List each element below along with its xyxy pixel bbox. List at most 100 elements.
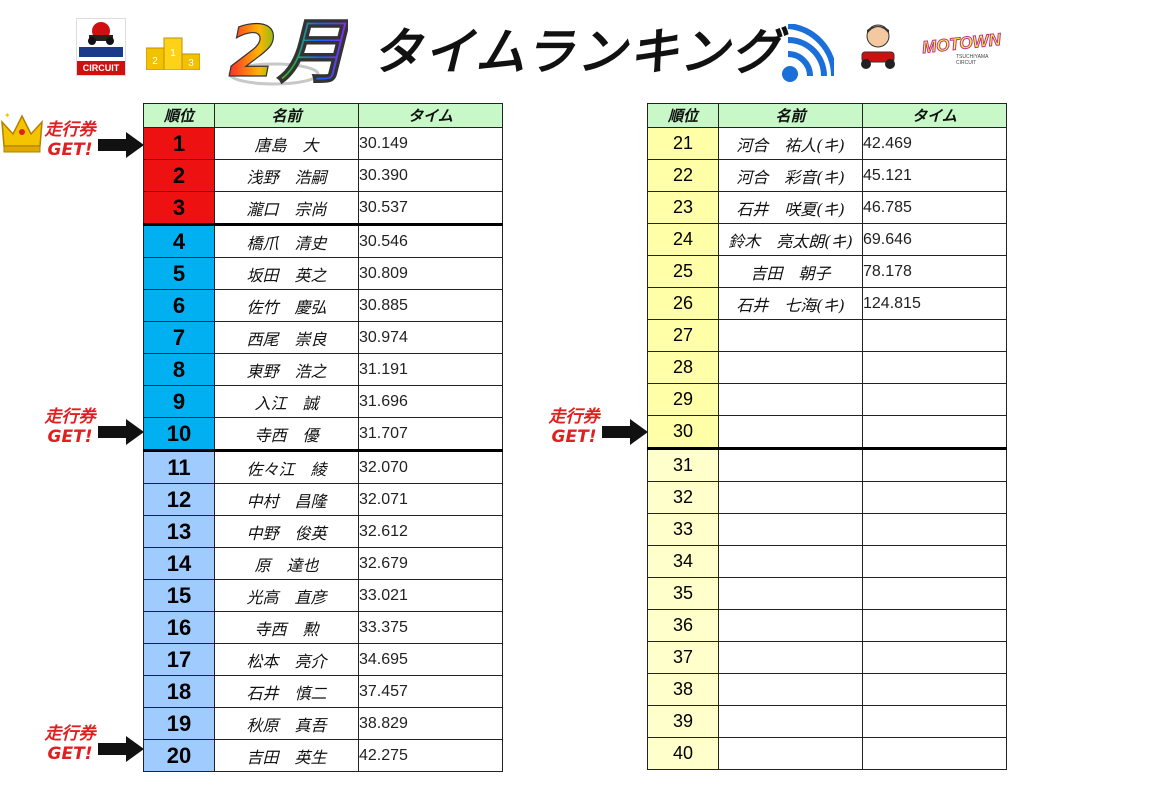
rank-cell: 9 — [143, 385, 215, 418]
name-cell — [718, 383, 863, 416]
name-cell: 佐々江 綾 — [214, 449, 359, 484]
name-cell — [718, 513, 863, 546]
rank-cell: 12 — [143, 483, 215, 516]
table-row: 2 浅野 浩嗣 30.390 — [143, 159, 503, 192]
driver-icon — [861, 24, 895, 69]
rank-cell: 20 — [143, 739, 215, 772]
name-cell — [718, 351, 863, 384]
name-cell: 東野 浩之 — [214, 353, 359, 386]
name-cell: 光高 直彦 — [214, 579, 359, 612]
table-row: 7 西尾 崇良 30.974 — [143, 321, 503, 354]
name-cell: 佐竹 慶弘 — [214, 289, 359, 322]
time-cell: 31.191 — [358, 353, 503, 386]
award-label: 走行券 GET! — [42, 407, 98, 447]
table-row: 24 鈴木 亮太朗(キ) 69.646 — [647, 223, 1007, 256]
motown-logo: MOTOWN TSUCHIYAMA CIRCUIT — [921, 29, 1004, 66]
name-cell: 鈴木 亮太朗(キ) — [718, 223, 863, 256]
time-cell: 42.275 — [358, 739, 503, 772]
table-row: 29 — [647, 383, 1007, 416]
rank-cell: 15 — [143, 579, 215, 612]
rank-cell: 17 — [143, 643, 215, 676]
table-row: 27 — [647, 319, 1007, 352]
arrow-right-icon — [98, 132, 144, 158]
month-text: 2月 — [229, 11, 348, 92]
name-cell: 中野 俊英 — [214, 515, 359, 548]
arrow-right-icon — [98, 736, 144, 762]
time-cell — [862, 545, 1007, 578]
rank-cell: 21 — [647, 127, 719, 160]
table-row: 1 唐島 大 30.149 — [143, 127, 503, 160]
name-cell — [718, 545, 863, 578]
time-cell — [862, 319, 1007, 352]
award-label-line1: 走行券 — [548, 407, 600, 427]
name-cell: 吉田 朝子 — [718, 255, 863, 288]
time-cell: 38.829 — [358, 707, 503, 740]
name-cell: 寺西 勲 — [214, 611, 359, 644]
time-cell — [862, 447, 1007, 482]
award-marker-rank-30: 走行券 GET! — [546, 407, 656, 457]
name-cell: 寺西 優 — [214, 417, 359, 451]
rank-cell: 3 — [143, 191, 215, 225]
page-title: タイムランキング — [372, 23, 783, 81]
rank-cell: 35 — [647, 577, 719, 610]
table-row: 20 吉田 英生 42.275 — [143, 739, 503, 772]
podium-icon: 2 1 3 — [146, 37, 200, 70]
svg-text:2: 2 — [152, 56, 158, 67]
header: CIRCUIT 2 1 3 2月 タイムランキング — [0, 0, 1152, 100]
rank-cell: 38 — [647, 673, 719, 706]
table-row: 37 — [647, 641, 1007, 674]
name-cell: 浅野 浩嗣 — [214, 159, 359, 192]
rank-cell: 23 — [647, 191, 719, 224]
circuit-logo-brand-band — [79, 47, 123, 57]
table-row: 25 吉田 朝子 78.178 — [647, 255, 1007, 288]
rank-cell: 30 — [647, 415, 719, 449]
name-cell: 坂田 英之 — [214, 257, 359, 290]
time-cell — [862, 705, 1007, 738]
table-row: 36 — [647, 609, 1007, 642]
rank-cell: 32 — [647, 481, 719, 514]
name-cell: 河合 祐人(キ) — [718, 127, 863, 160]
table-row: 39 — [647, 705, 1007, 738]
award-label-line1: 走行券 — [44, 407, 96, 427]
table-row: 40 — [647, 737, 1007, 770]
time-cell: 32.679 — [358, 547, 503, 580]
column-header-name: 名前 — [214, 103, 359, 128]
rank-cell: 37 — [647, 641, 719, 674]
time-cell — [862, 641, 1007, 674]
rank-cell: 40 — [647, 737, 719, 770]
rank-cell: 16 — [143, 611, 215, 644]
name-cell: 橋爪 清史 — [214, 223, 359, 258]
svg-text:1: 1 — [170, 48, 176, 59]
name-cell: 瀧口 宗尚 — [214, 191, 359, 225]
name-cell — [718, 415, 863, 449]
column-header-rank: 順位 — [143, 103, 215, 128]
time-cell: 30.885 — [358, 289, 503, 322]
time-cell: 42.469 — [862, 127, 1007, 160]
table-row: 35 — [647, 577, 1007, 610]
table-row: 34 — [647, 545, 1007, 578]
time-cell: 32.612 — [358, 515, 503, 548]
award-label: 走行券 GET! — [42, 120, 98, 160]
rank-cell: 8 — [143, 353, 215, 386]
table-row: 16 寺西 勲 33.375 — [143, 611, 503, 644]
award-label-line2: GET! — [47, 140, 93, 160]
time-cell — [862, 577, 1007, 610]
time-cell — [862, 383, 1007, 416]
time-cell: 30.390 — [358, 159, 503, 192]
table-row: 5 坂田 英之 30.809 — [143, 257, 503, 290]
rank-cell: 19 — [143, 707, 215, 740]
time-cell: 45.121 — [862, 159, 1007, 192]
motown-sub: TSUCHIYAMA CIRCUIT — [956, 54, 989, 66]
kart-icon — [88, 22, 114, 45]
award-label: 走行券 GET! — [546, 407, 602, 447]
name-cell: 石井 咲夏(キ) — [718, 191, 863, 224]
time-cell: 69.646 — [862, 223, 1007, 256]
time-cell: 78.178 — [862, 255, 1007, 288]
column-header-time: タイム — [358, 103, 503, 128]
column-header-time: タイム — [862, 103, 1007, 128]
name-cell: 吉田 英生 — [214, 739, 359, 772]
award-marker-rank-1: 走行券 GET! — [42, 120, 152, 170]
time-cell: 31.696 — [358, 385, 503, 418]
rank-cell: 18 — [143, 675, 215, 708]
time-cell — [862, 351, 1007, 384]
